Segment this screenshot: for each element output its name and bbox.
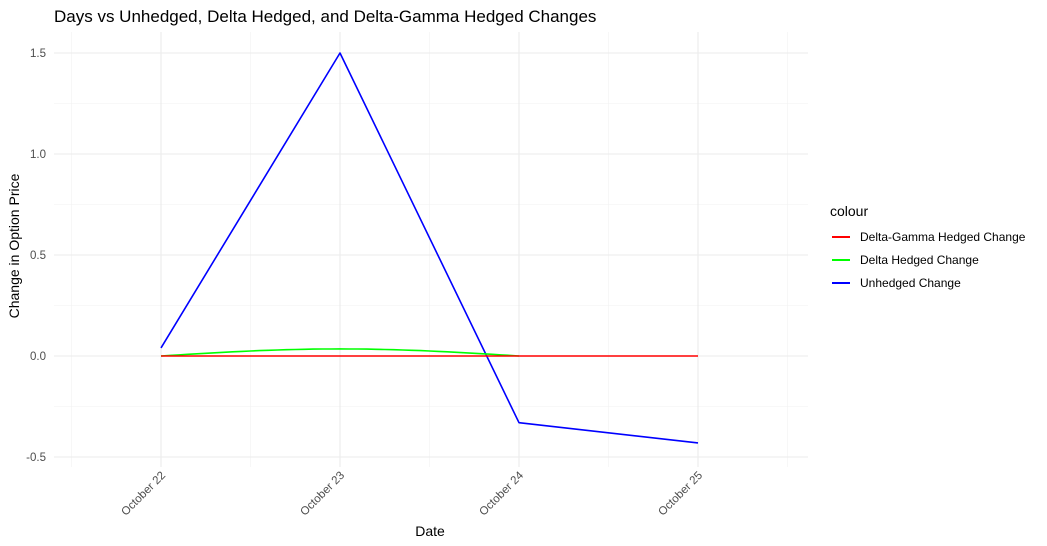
y-axis-ticks: -0.5 0.0 0.5 1.0 1.5 xyxy=(26,48,46,464)
y-tick-label: -0.5 xyxy=(26,452,46,464)
legend-label-unhedged-change: Unhedged Change xyxy=(860,276,961,290)
y-tick-label: 0.0 xyxy=(30,351,46,363)
grid-minor xyxy=(54,32,808,467)
y-tick-label: 1.5 xyxy=(30,48,46,60)
legend-label-delta-gamma-hedged-change: Delta-Gamma Hedged Change xyxy=(860,230,1026,244)
legend-label-delta-hedged-change: Delta Hedged Change xyxy=(860,253,979,267)
legend-title: colour xyxy=(830,203,868,219)
series-line-delta-hedged-change xyxy=(160,348,520,357)
series-line-unhedged-change xyxy=(160,52,699,444)
legend-items: Delta-Gamma Hedged Change Delta Hedged Ch… xyxy=(832,230,1026,290)
y-axis-title: Change in Option Price xyxy=(6,173,22,318)
y-tick-label: 1.0 xyxy=(30,149,46,161)
chart-title: Days vs Unhedged, Delta Hedged, and Delt… xyxy=(54,7,596,26)
x-axis-title: Date xyxy=(415,523,445,539)
legend: colour Delta-Gamma Hedged Change Delta He… xyxy=(830,203,1026,290)
y-tick-label: 0.5 xyxy=(30,250,46,262)
series-layer xyxy=(160,52,699,444)
